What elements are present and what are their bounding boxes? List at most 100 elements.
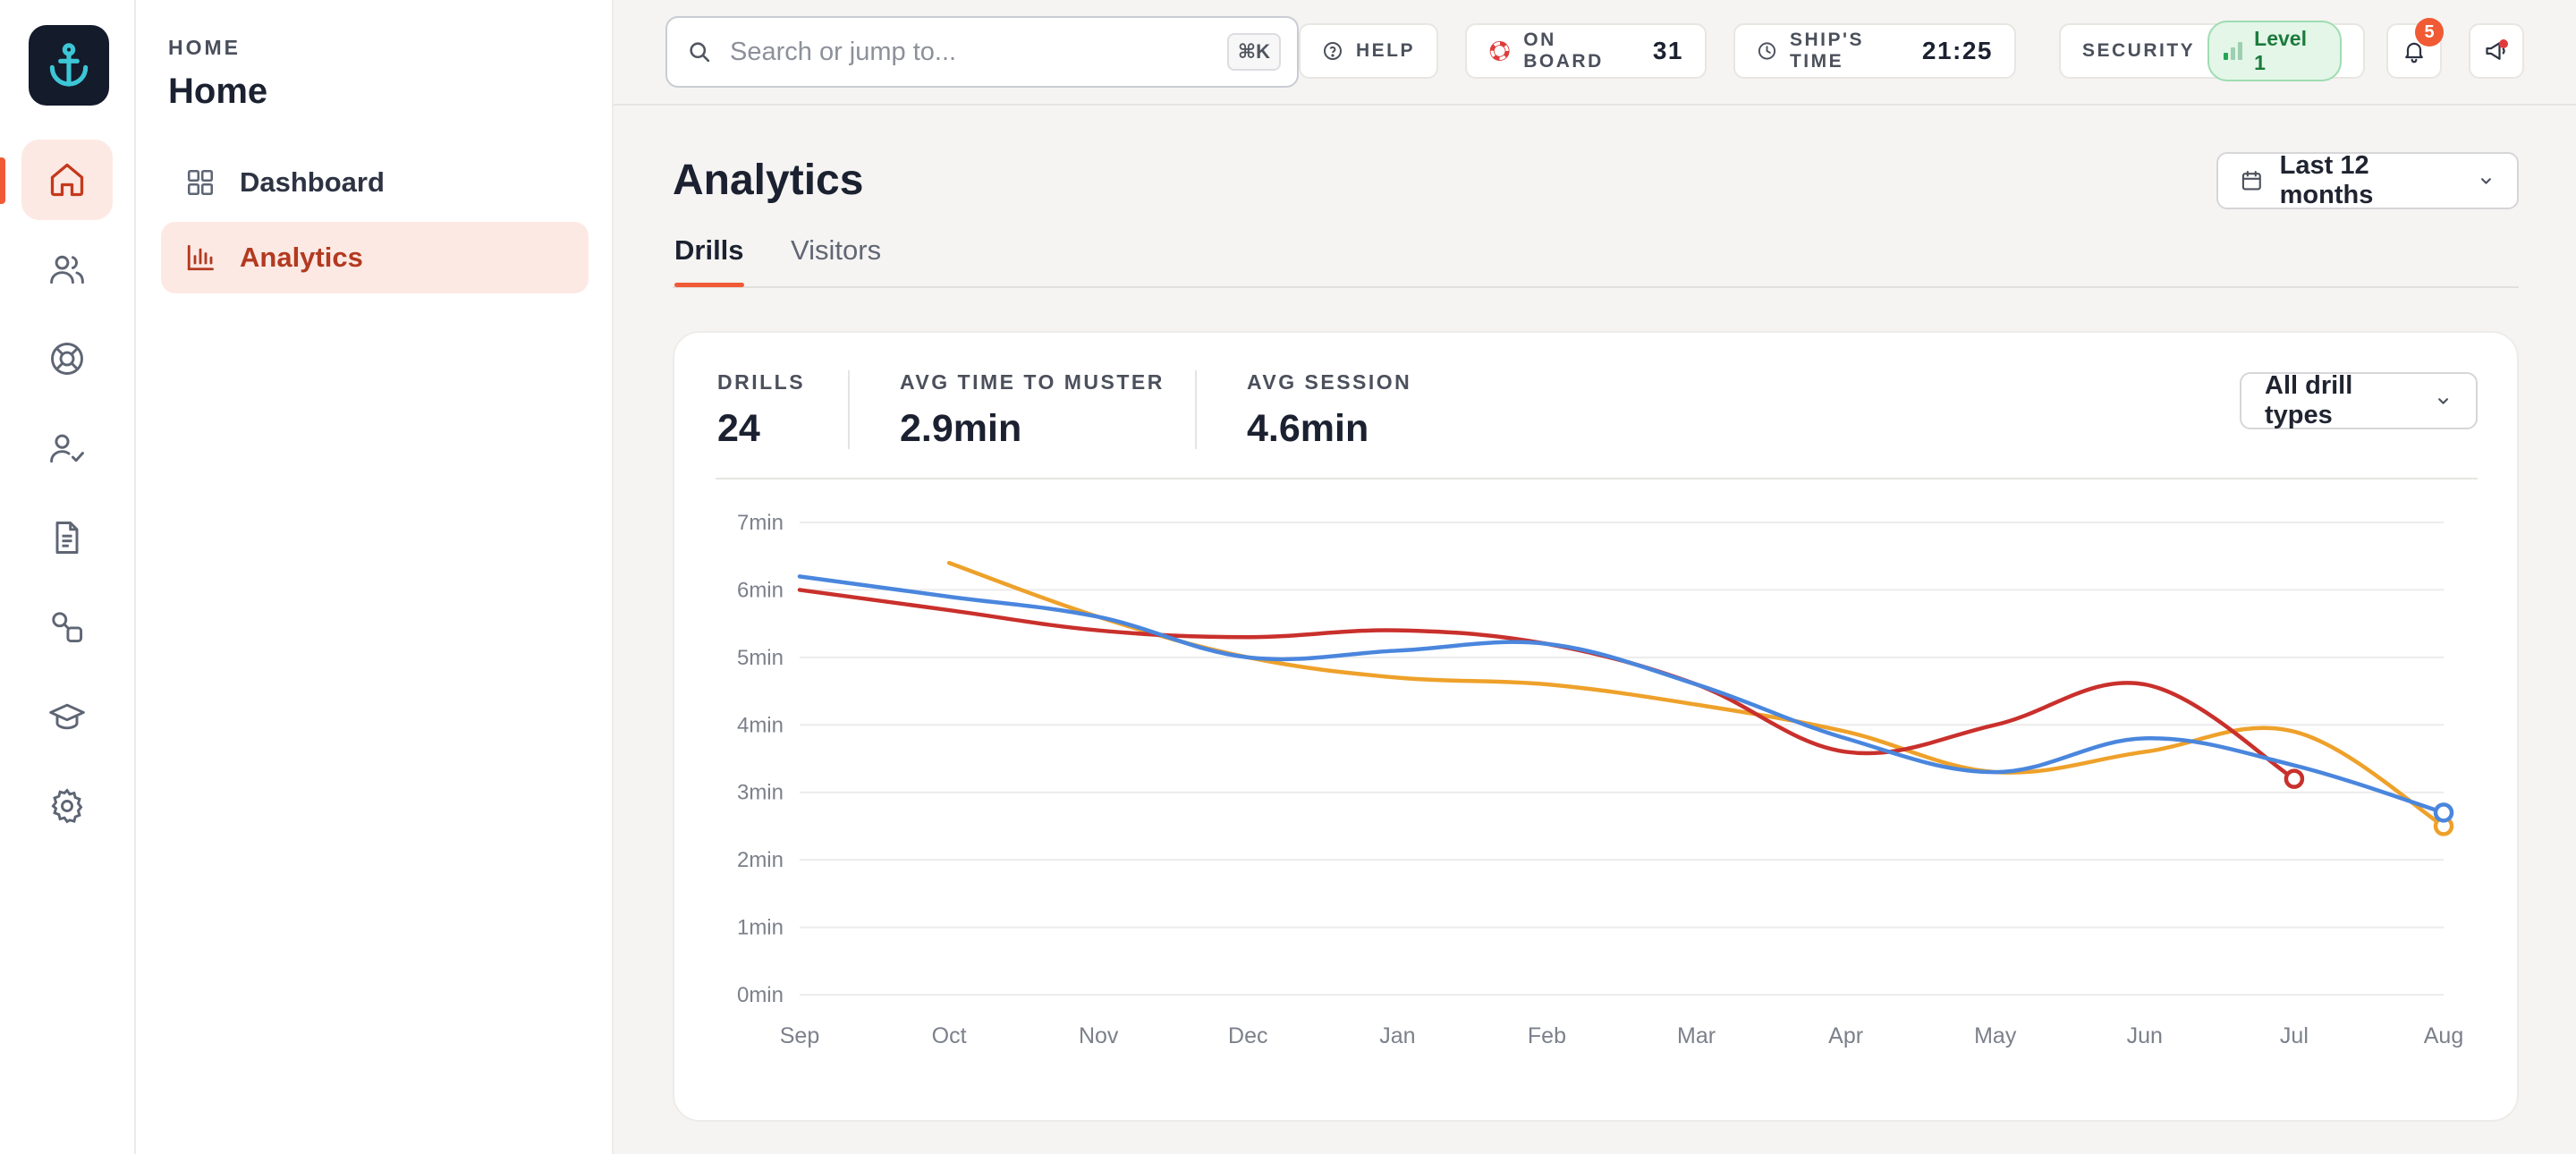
rail-lifebuoy[interactable]	[21, 318, 113, 399]
y-tick-label: 4min	[737, 713, 784, 737]
nav-item-dashboard[interactable]: Dashboard	[161, 147, 589, 218]
x-tick-label: Jul	[2280, 1023, 2309, 1048]
security-status[interactable]: SECURITY Level 1	[2059, 21, 2365, 81]
x-tick-label: Jun	[2127, 1023, 2163, 1048]
notifications-button[interactable]: 5	[2386, 18, 2444, 79]
stat-value: 24	[717, 407, 760, 450]
onboard-counter[interactable]: ON BOARD 31	[1465, 23, 1707, 79]
notification-count-badge: 5	[2415, 18, 2444, 47]
search-input[interactable]	[730, 37, 1227, 67]
shortcut-hint: ⌘K	[1226, 33, 1281, 71]
series-line-2	[797, 574, 2446, 815]
time-value: 21:25	[1921, 37, 1993, 64]
stat-divider	[1195, 370, 1197, 449]
settings-icon	[51, 788, 83, 824]
nav-item-analytics[interactable]: Analytics	[161, 222, 589, 293]
bar-chart-icon	[187, 244, 214, 271]
y-tick-label: 1min	[737, 916, 784, 940]
x-tick-label: Aug	[2424, 1023, 2463, 1048]
anchor-icon[interactable]	[29, 25, 109, 106]
ships-time: SHIP'S TIME 21:25	[1733, 23, 2016, 79]
chevron-down-icon	[2437, 398, 2448, 404]
nav-item-label: Analytics	[240, 242, 363, 273]
search-box[interactable]: ⌘K	[665, 16, 1299, 88]
x-tick-label: Oct	[932, 1023, 967, 1048]
clock-icon	[1758, 42, 1776, 60]
document-icon	[55, 522, 79, 554]
stat-label: AVG SESSION	[1247, 370, 1412, 394]
date-range-select[interactable]: Last 12 months	[2216, 151, 2519, 209]
bell-icon	[2405, 42, 2423, 64]
x-tick-label: Feb	[1528, 1023, 1566, 1048]
security-level-badge: Level 1	[2207, 21, 2342, 81]
onboard-label: ON BOARD	[1523, 30, 1604, 72]
signal-bars-icon	[2224, 42, 2243, 60]
stat-label: DRILLS	[717, 370, 806, 394]
series-line-0	[946, 561, 2446, 828]
home-icon	[50, 163, 84, 197]
grid-icon	[187, 169, 214, 196]
graduation-cap-icon	[49, 703, 85, 730]
stat-avg-muster: AVG TIME TO MUSTER 2.9min	[900, 370, 1165, 451]
nav-section-title: Home	[168, 72, 268, 111]
date-range-label: Last 12 months	[2279, 151, 2374, 209]
stat-value: 4.6min	[1247, 407, 1369, 450]
y-tick-label: 0min	[737, 983, 784, 1007]
chevron-down-icon	[2481, 178, 2491, 184]
users-icon	[50, 255, 84, 284]
x-tick-label: Mar	[1677, 1023, 1716, 1048]
y-tick-label: 2min	[737, 848, 784, 872]
help-circle-icon	[1323, 42, 1342, 60]
icon-rail	[0, 0, 136, 1154]
x-tick-label: Nov	[1079, 1023, 1119, 1048]
announcements-button[interactable]	[2469, 23, 2524, 79]
stat-value: 2.9min	[900, 407, 1022, 450]
shapes-icon	[52, 612, 83, 643]
tab-visitors[interactable]: Visitors	[791, 234, 882, 266]
tab-drills[interactable]: Drills	[674, 234, 744, 287]
x-tick-label: Sep	[780, 1023, 819, 1048]
drill-type-label: All drill types	[2265, 371, 2353, 429]
stat-avg-session: AVG SESSION 4.6min	[1247, 370, 1411, 451]
secondary-nav: HOME Home Dashboard Analytics	[136, 0, 614, 1154]
drills-line-chart: 0min 1min 2min 3min 4min 5min 6min 7min Sep Oct No…	[737, 511, 2463, 1048]
y-tick-label: 3min	[737, 781, 784, 805]
unread-dot	[2499, 39, 2508, 48]
security-level-text: Level 1	[2254, 27, 2307, 74]
y-tick-label: 6min	[737, 578, 784, 602]
help-button[interactable]: HELP	[1299, 23, 1438, 79]
tab-bar: Drills Visitors	[673, 229, 2519, 288]
rail-crew-check[interactable]	[21, 408, 113, 488]
nav-section-label: HOME	[168, 36, 241, 59]
rail-shapes[interactable]	[21, 587, 113, 667]
megaphone-icon	[2486, 42, 2505, 60]
lifebuoy-icon	[1489, 41, 1510, 61]
stat-divider	[848, 370, 850, 449]
nav-item-label: Dashboard	[240, 166, 385, 198]
drill-type-select[interactable]: All drill types	[2240, 371, 2478, 429]
drills-card: DRILLS 24 AVG TIME TO MUSTER 2.9min AVG …	[673, 331, 2519, 1122]
x-tick-label: Jan	[1379, 1023, 1415, 1048]
x-tick-label: Apr	[1828, 1023, 1863, 1048]
y-tick-label: 5min	[737, 646, 784, 670]
search-icon	[690, 42, 710, 63]
page-title: Analytics	[673, 157, 864, 204]
stat-drills: DRILLS 24	[717, 370, 805, 451]
series-end-point-1	[2284, 768, 2305, 789]
calendar-icon	[2241, 170, 2261, 191]
card-divider	[716, 478, 2478, 479]
active-indicator	[0, 157, 5, 204]
top-bar: ⌘K HELP ON BOARD 31 SHIP'S TIME 21:25 SE…	[614, 0, 2576, 106]
rail-users[interactable]	[21, 229, 113, 310]
rail-settings[interactable]	[21, 766, 113, 846]
series-end-point-2	[2433, 802, 2454, 823]
help-label: HELP	[1355, 40, 1415, 61]
rail-training[interactable]	[21, 676, 113, 757]
onboard-value: 31	[1652, 37, 1683, 64]
security-label: SECURITY	[2082, 40, 2196, 61]
time-label: SHIP'S TIME	[1789, 30, 1864, 72]
rail-home[interactable]	[21, 140, 113, 220]
rail-documents[interactable]	[21, 497, 113, 578]
stat-label: AVG TIME TO MUSTER	[900, 370, 1165, 394]
lifebuoy-icon	[51, 343, 83, 375]
